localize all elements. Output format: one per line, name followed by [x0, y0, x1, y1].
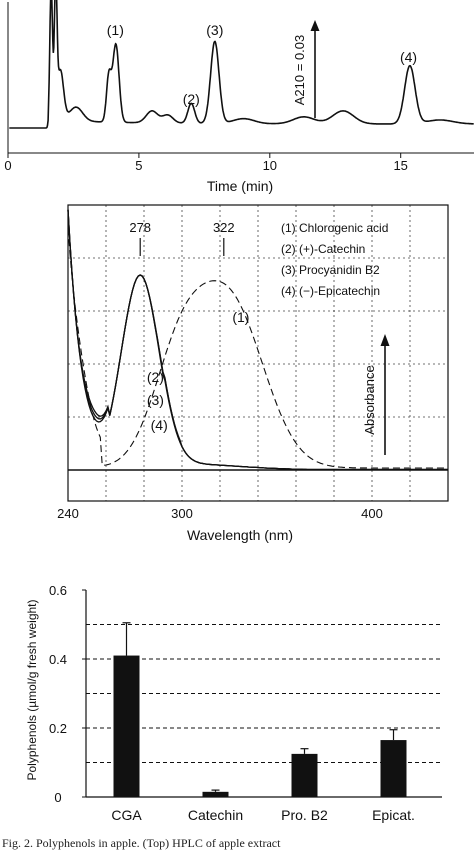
spectra-frame — [67, 204, 449, 502]
spectra-grid — [68, 205, 448, 501]
bar-y-axis-label: Polyphenols (µmol/g fresh weight) — [25, 600, 39, 781]
spectra-series-labels: (1) (2) (3) (4) — [147, 309, 250, 433]
bar — [380, 740, 407, 797]
hplc-x-tick-label: 15 — [393, 158, 407, 173]
bar — [113, 655, 140, 797]
figure-caption: Fig. 2. Polyphenols in apple. (Top) HPLC… — [2, 836, 281, 850]
bar-y-ticks: 0 0.2 0.4 0.6 — [49, 583, 86, 805]
bars — [113, 622, 407, 797]
hplc-ticks — [7, 153, 402, 158]
spectra-x-tick-label: 300 — [171, 506, 193, 521]
hplc-peak-label: (3) — [206, 22, 223, 38]
bar-panel: 0 0.2 0.4 0.6 CGA Catechin Pro. B2 Epicat. Pol… — [25, 583, 442, 823]
scale-bar-arrowhead — [310, 20, 320, 31]
spectra-x-axis-label: Wavelength (nm) — [187, 527, 293, 543]
spectra-x-tick-label: 400 — [361, 506, 383, 521]
hplc-x-tick-label: 10 — [263, 158, 277, 173]
spectra-tick-labels: 240 300 400 — [57, 506, 383, 521]
spectrum-series-label: (3) — [147, 392, 164, 408]
hplc-x-tick-label: 5 — [135, 158, 142, 173]
hplc-peak-label: (2) — [183, 91, 200, 107]
bar-category-label: Epicat. — [372, 807, 415, 823]
peak-wavelength-label: 322 — [213, 220, 235, 235]
hplc-tick-labels: 0 5 10 15 — [4, 158, 408, 173]
bar-y-tick-label: 0.6 — [49, 583, 67, 598]
spectra-panel: 278 322 (1) (2) (3) (4) 240 300 400 (1) Chloro… — [57, 204, 449, 543]
hplc-x-tick-label: 0 — [4, 158, 11, 173]
spectra-legend: (1) Chlorogenic acid (2) (+)-Catechin (3… — [281, 221, 388, 298]
bar — [291, 753, 318, 797]
bar-y-tick-label: 0 — [54, 790, 61, 805]
bar-y-tick-label: 0.2 — [49, 721, 67, 736]
scale-bar-label: A210 = 0.03 — [292, 35, 307, 105]
hplc-peak-labels: (1) (2) (3) (4) — [107, 22, 417, 107]
bar-category-label: CGA — [111, 807, 142, 823]
bar-category-label: Pro. B2 — [281, 807, 328, 823]
hplc-peak-label: (1) — [107, 22, 124, 38]
hplc-panel: 0 5 10 15 (1) (2) (3) (4) Time (min) A210 = 0.… — [4, 0, 474, 194]
hplc-trace — [9, 0, 474, 129]
spectrum-series-label: (2) — [147, 369, 164, 385]
bar-category-label: Catechin — [188, 807, 243, 823]
peak-wavelength-label: 278 — [129, 220, 151, 235]
spectrum-series-label: (4) — [151, 417, 168, 433]
bar-y-tick-label: 0.4 — [49, 652, 67, 667]
bar — [202, 791, 229, 797]
legend-item: (3) Procyanidin B2 — [281, 263, 380, 277]
legend-item: (4) (−)-Epicatechin — [281, 284, 380, 298]
spectrum-series-label: (1) — [232, 309, 249, 325]
spectra-x-tick-label: 240 — [57, 506, 79, 521]
bar-category-labels: CGA Catechin Pro. B2 Epicat. — [111, 807, 415, 823]
spectra-y-axis-label: Absorbance — [362, 365, 377, 434]
absorbance-arrowhead — [380, 334, 390, 346]
legend-item: (1) Chlorogenic acid — [281, 221, 388, 235]
legend-item: (2) (+)-Catechin — [281, 242, 365, 256]
hplc-peak-label: (4) — [400, 49, 417, 65]
spectra-peak-annotations: 278 322 — [129, 220, 235, 256]
chlorogenic-acid-spectrum — [67, 228, 448, 469]
hplc-x-axis-label: Time (min) — [207, 178, 273, 194]
